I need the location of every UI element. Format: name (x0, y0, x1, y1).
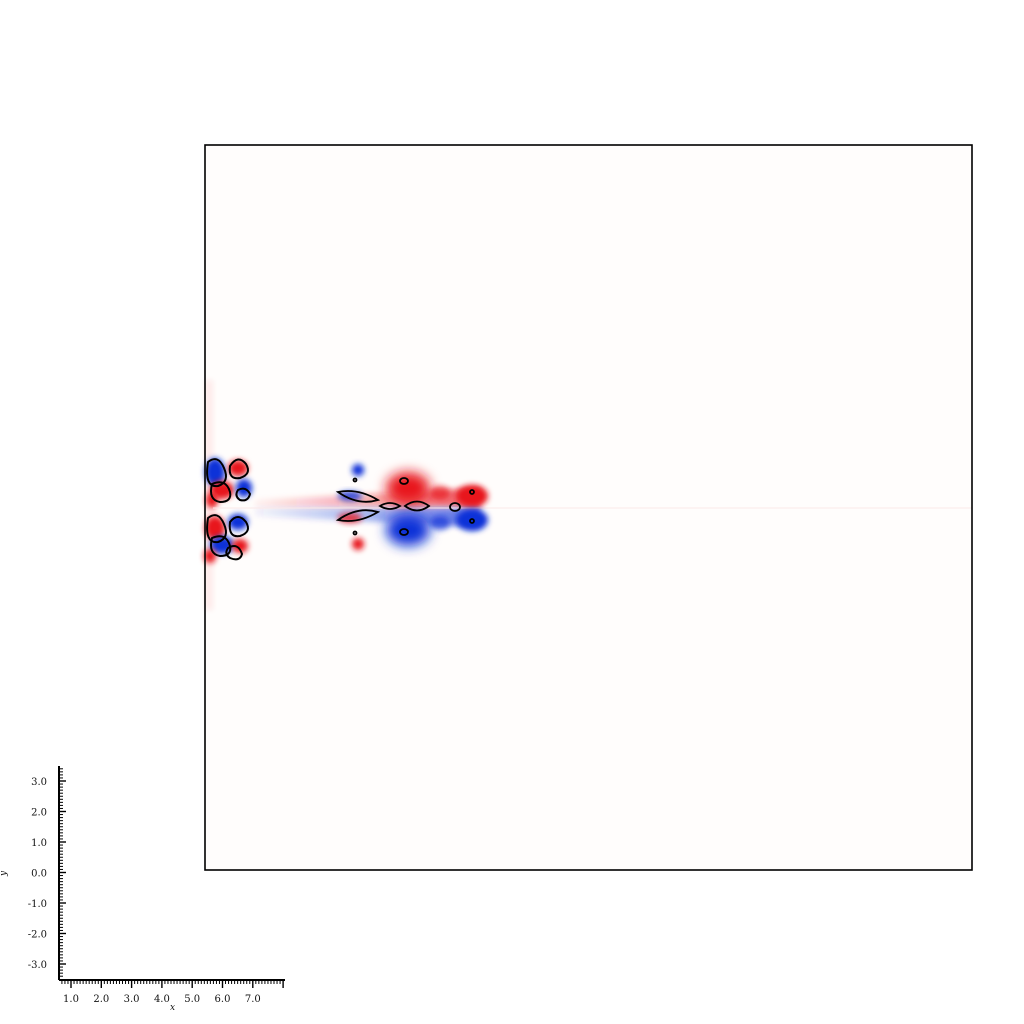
x-axis-label: x (170, 1003, 175, 1013)
y-tick-label: -2.0 (28, 930, 47, 941)
y-tick-label: 1.0 (31, 838, 47, 849)
y-tick-label: 3.0 (31, 777, 47, 788)
y-tick-label: 0.0 (31, 869, 47, 880)
x-tick-label: 2.0 (93, 994, 109, 1005)
x-tick-label: 1.0 (63, 994, 79, 1005)
axes-indicator: 3.0 2.0 1.0 0.0 -1.0 -2.0 -3.0 1.0 2.0 3.0 4.0 5.0… (0, 766, 285, 1013)
x-tick-label: 3.0 (124, 994, 140, 1005)
y-axis: 3.0 2.0 1.0 0.0 -1.0 -2.0 -3.0 (28, 766, 66, 980)
x-axis: 1.0 2.0 3.0 4.0 5.0 6.0 7.0 (59, 979, 285, 1005)
field-frame (204, 144, 973, 871)
x-tick-label: 5.0 (184, 994, 200, 1005)
y-axis-label: y (0, 870, 9, 877)
y-tick-label: -3.0 (28, 960, 47, 971)
y-tick-label: -1.0 (28, 899, 47, 910)
y-tick-label: 2.0 (31, 808, 47, 819)
field-panel (204, 144, 973, 871)
x-tick-label: 6.0 (215, 994, 231, 1005)
x-tick-label: 7.0 (245, 994, 261, 1005)
x-tick-label: 4.0 (154, 994, 170, 1005)
inlet-turbulence (204, 380, 252, 610)
contour-lines (335, 477, 475, 536)
